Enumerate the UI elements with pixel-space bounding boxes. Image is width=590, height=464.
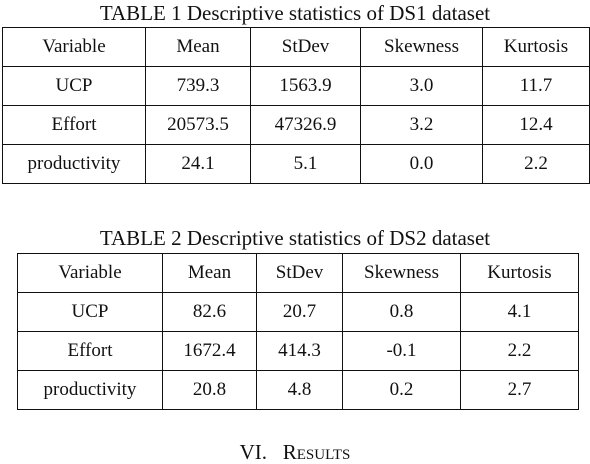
table-cell: 47326.9: [250, 105, 361, 145]
table-cell: Effort: [2, 105, 146, 145]
table-2-header-variable: Variable: [17, 253, 163, 293]
table-row: Effort 20573.5 47326.9 3.2 12.4: [2, 105, 590, 145]
table-cell: 2.7: [460, 370, 579, 410]
table-cell: 4.1: [460, 292, 579, 332]
table-cell: 12.4: [482, 105, 590, 145]
table-cell: 1672.4: [162, 331, 257, 371]
table-cell: UCP: [17, 292, 163, 332]
table-row: Effort 1672.4 414.3 -0.1 2.2: [17, 331, 579, 371]
table-1-header-variable: Variable: [2, 27, 146, 67]
table-cell: 414.3: [256, 331, 343, 371]
table-2-header-kurtosis: Kurtosis: [460, 253, 579, 293]
table-row: productivity 24.1 5.1 0.0 2.2: [2, 144, 590, 184]
table-cell: productivity: [17, 370, 163, 410]
table-2-header-row: Variable Mean StDev Skewness Kurtosis: [17, 253, 579, 293]
table-cell: -0.1: [342, 331, 461, 371]
table-cell: Effort: [17, 331, 163, 371]
table-cell: 11.7: [482, 66, 590, 106]
table-row: UCP 739.3 1563.9 3.0 11.7: [2, 66, 590, 106]
table-cell: 739.3: [145, 66, 251, 106]
table-cell: 0.0: [360, 144, 483, 184]
table-2: Variable Mean StDev Skewness Kurtosis UC…: [17, 253, 579, 410]
table-cell: 1563.9: [250, 66, 361, 106]
table-cell: 3.2: [360, 105, 483, 145]
table-cell: 4.8: [256, 370, 343, 410]
table-1-header-skewness: Skewness: [360, 27, 483, 67]
table-1-caption: TABLE 1 Descriptive statistics of DS1 da…: [99, 1, 491, 25]
table-cell: 3.0: [360, 66, 483, 106]
table-1-header-kurtosis: Kurtosis: [482, 27, 590, 67]
table-cell: 5.1: [250, 144, 361, 184]
table-row: UCP 82.6 20.7 0.8 4.1: [17, 292, 579, 332]
table-2-caption: TABLE 2 Descriptive statistics of DS2 da…: [99, 226, 491, 250]
table-1-header-mean: Mean: [145, 27, 251, 67]
section-title: Results: [282, 440, 351, 464]
table-cell: 20.7: [256, 292, 343, 332]
table-1: Variable Mean StDev Skewness Kurtosis UC…: [2, 27, 590, 184]
section-number: VI.: [239, 440, 268, 464]
table-1-header-row: Variable Mean StDev Skewness Kurtosis: [2, 27, 590, 67]
table-cell: productivity: [2, 144, 146, 184]
table-2-header-skewness: Skewness: [342, 253, 461, 293]
table-cell: UCP: [2, 66, 146, 106]
table-cell: 20573.5: [145, 105, 251, 145]
table-cell: 0.8: [342, 292, 461, 332]
table-row: productivity 20.8 4.8 0.2 2.7: [17, 370, 579, 410]
section-heading: VI. Results: [0, 440, 590, 464]
table-cell: 2.2: [460, 331, 579, 371]
table-cell: 0.2: [342, 370, 461, 410]
table-cell: 20.8: [162, 370, 257, 410]
table-2-header-mean: Mean: [162, 253, 257, 293]
table-cell: 24.1: [145, 144, 251, 184]
table-cell: 2.2: [482, 144, 590, 184]
table-cell: 82.6: [162, 292, 257, 332]
table-2-header-stdev: StDev: [256, 253, 343, 293]
table-1-header-stdev: StDev: [250, 27, 361, 67]
